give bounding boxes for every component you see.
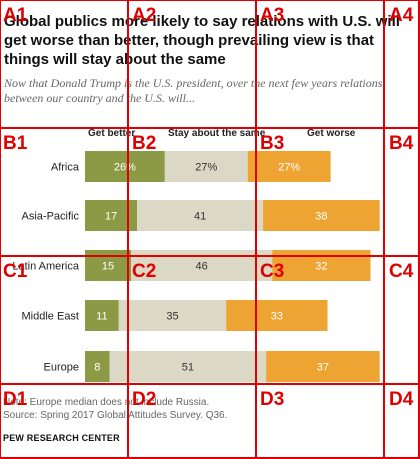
bar-segment — [85, 151, 165, 182]
bar-segment — [85, 351, 110, 382]
grid-cell-label: A3 — [260, 5, 285, 26]
grid-cell-label: D4 — [389, 389, 414, 410]
grid-cell-label: D3 — [260, 389, 285, 410]
bar-segment — [164, 151, 248, 182]
category-label: Africa — [51, 162, 80, 174]
grid-cell-label: A4 — [389, 5, 414, 26]
category-label: Middle East — [22, 311, 79, 323]
grid-cell-label: C1 — [3, 261, 28, 282]
grid-cell-label: D2 — [132, 389, 157, 410]
footer-source: Source: Spring 2017 Global Attitudes Sur… — [3, 410, 228, 421]
bar-segment — [118, 300, 227, 331]
data-label: 27% — [195, 162, 217, 174]
bar-segment — [137, 200, 264, 231]
data-label: 27% — [278, 162, 300, 174]
data-label: 17 — [105, 211, 117, 223]
bar-segment — [247, 151, 331, 182]
bar-segment — [109, 351, 267, 382]
data-label: 15 — [102, 261, 114, 273]
bar-segment — [263, 200, 380, 231]
legend-get-better: Get better — [88, 128, 136, 139]
category-label: Asia-Pacific — [22, 211, 80, 223]
bar-segment — [226, 300, 328, 331]
data-label: 26% — [114, 162, 136, 174]
category-label: Latin America — [12, 261, 80, 273]
data-label: 51 — [182, 362, 194, 374]
data-label: 33 — [271, 311, 283, 323]
data-label: 35 — [166, 311, 178, 323]
data-label: 41 — [194, 211, 206, 223]
grid-cell-label: C4 — [389, 261, 414, 282]
grid-cell-label: B4 — [389, 133, 414, 154]
data-label: 38 — [315, 211, 327, 223]
data-label: 11 — [96, 311, 107, 323]
grid-cell-label: D1 — [3, 389, 28, 410]
data-label: 8 — [94, 362, 100, 374]
bar-segment — [85, 300, 119, 331]
category-label: Europe — [44, 362, 79, 374]
grid-cell-label: C3 — [260, 261, 285, 282]
grid-cell-label: C2 — [132, 261, 157, 282]
brand-logo-text: PEW RESEARCH CENTER — [3, 433, 120, 443]
grid-cell-label: A1 — [3, 5, 28, 26]
footer-note: Note: Europe median does not include Rus… — [3, 397, 210, 408]
chart-subtitle: Now that Donald Trump is the U.S. presid… — [4, 76, 383, 105]
grid-cell-label: B2 — [132, 133, 157, 154]
grid-cell-label: B1 — [3, 133, 28, 154]
data-label: 32 — [315, 261, 327, 273]
grid-cell-label: B3 — [260, 133, 285, 154]
data-label: 37 — [317, 362, 329, 374]
bar-segment — [266, 351, 380, 382]
legend-get-worse: Get worse — [307, 128, 356, 139]
grid-cell-label: A2 — [132, 5, 157, 26]
legend-stay-same: Stay about the same — [168, 128, 266, 139]
chart-title: Global publics more likely to say relati… — [4, 13, 400, 68]
data-label: 46 — [196, 261, 208, 273]
